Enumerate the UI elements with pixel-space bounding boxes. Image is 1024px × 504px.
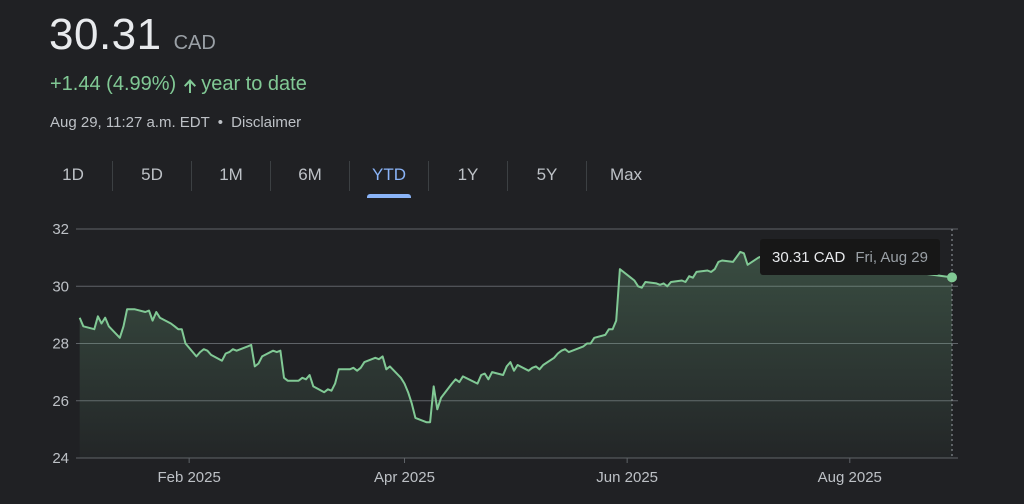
tab-divider: [428, 161, 429, 191]
tooltip-value: 30.31 CAD: [772, 248, 846, 266]
quote-timestamp: Aug 29, 11:27 a.m. EDT: [50, 114, 210, 131]
quote-meta: Aug 29, 11:27 a.m. EDT • Disclaimer: [50, 114, 301, 131]
tab-5y[interactable]: 5Y: [536, 165, 558, 184]
currency-label: CAD: [173, 32, 216, 54]
x-tick-label: Feb 2025: [157, 469, 220, 486]
tab-divider: [507, 161, 508, 191]
tab-1d[interactable]: 1D: [62, 165, 84, 184]
period-label: year to date: [201, 73, 307, 95]
x-tick-label: Apr 2025: [374, 469, 435, 486]
price-tooltip: 30.31 CAD Fri, Aug 29: [760, 239, 940, 275]
separator-dot: •: [217, 114, 223, 131]
tab-divider: [586, 161, 587, 191]
change-value: +1.44 (4.99%): [50, 73, 177, 95]
x-tick-label: Aug 2025: [818, 469, 882, 486]
tab-divider: [270, 161, 271, 191]
tab-max[interactable]: Max: [609, 165, 643, 184]
y-tick-label: 26: [52, 393, 69, 410]
tab-6m[interactable]: 6M: [298, 165, 322, 184]
disclaimer-link[interactable]: Disclaimer: [231, 114, 302, 131]
tab-divider: [112, 161, 113, 191]
range-tabs: 1D 5D 1M 6M YTD 1Y 5Y Max: [34, 158, 665, 198]
price-chart[interactable]: 24 26 28 30 32 Feb 2025 Apr 2025 Jun 2025 Aug 2…: [0, 210, 1024, 504]
tab-5d[interactable]: 5D: [141, 165, 163, 184]
price-header: 30.31 CAD: [49, 10, 216, 60]
tooltip-date: Fri, Aug 29: [855, 248, 928, 266]
tab-1y[interactable]: 1Y: [457, 165, 479, 184]
price-area: [79, 251, 952, 458]
y-tick-label: 28: [52, 336, 69, 353]
current-price: 30.31: [49, 10, 162, 59]
tab-1m[interactable]: 1M: [219, 165, 243, 184]
tab-divider: [349, 161, 350, 191]
y-tick-label: 24: [52, 450, 69, 467]
y-tick-label: 30: [52, 278, 69, 295]
hover-point: [947, 272, 957, 283]
price-change: +1.44 (4.99%) year to date: [50, 73, 307, 96]
price-line: [78, 250, 953, 424]
y-tick-label: 32: [52, 221, 69, 238]
y-axis-ticks: 24 26 28 30 32: [52, 221, 69, 467]
x-tick-label: Jun 2025: [596, 469, 658, 486]
tab-ytd[interactable]: YTD: [350, 158, 428, 198]
x-axis-ticks: Feb 2025 Apr 2025 Jun 2025 Aug 2025: [157, 458, 882, 486]
tab-divider: [191, 161, 192, 191]
arrow-up-icon: [183, 77, 197, 93]
